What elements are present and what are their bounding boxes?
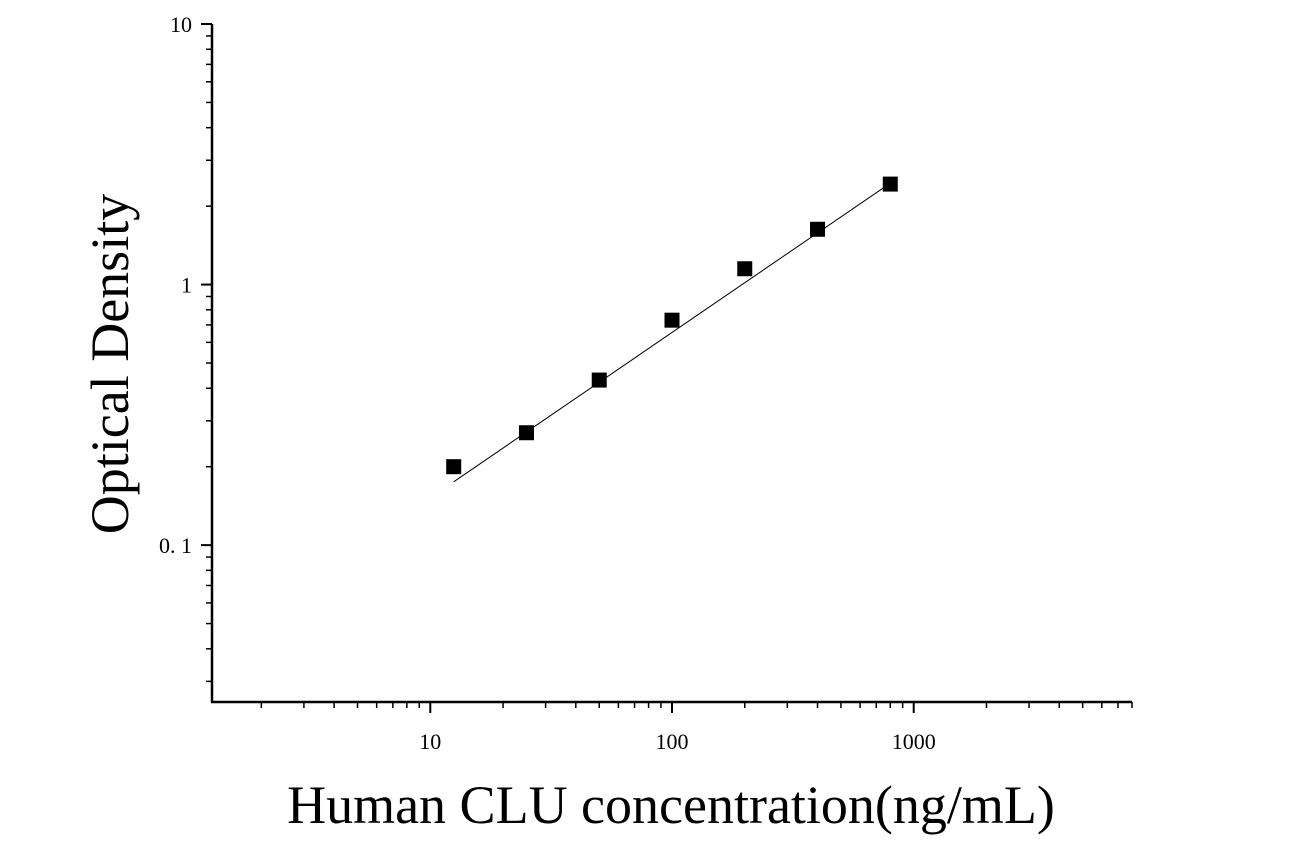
x-tick-label: 1000: [892, 729, 936, 754]
x-axis-major-ticks: 10 100 1000: [419, 702, 936, 754]
data-point: [664, 312, 680, 328]
x-tick-label: 100: [656, 729, 689, 754]
y-tick-label: 0. 1: [159, 533, 192, 558]
data-points: [446, 176, 898, 475]
data-point: [518, 425, 534, 441]
x-tick-label: 10: [419, 729, 441, 754]
y-axis-title: Optical Density: [80, 194, 140, 534]
y-tick-label: 10: [170, 12, 192, 37]
data-point: [737, 261, 753, 277]
x-axis-title: Human CLU concentration(ng/mL): [287, 775, 1055, 835]
y-axis-major-ticks: 0. 1 1 10: [159, 12, 212, 558]
y-tick-label: 1: [181, 273, 192, 298]
data-point: [882, 176, 898, 192]
data-point: [591, 372, 607, 388]
data-point: [810, 221, 826, 237]
x-axis-minor-ticks: [260, 702, 1133, 708]
data-point: [446, 459, 462, 475]
